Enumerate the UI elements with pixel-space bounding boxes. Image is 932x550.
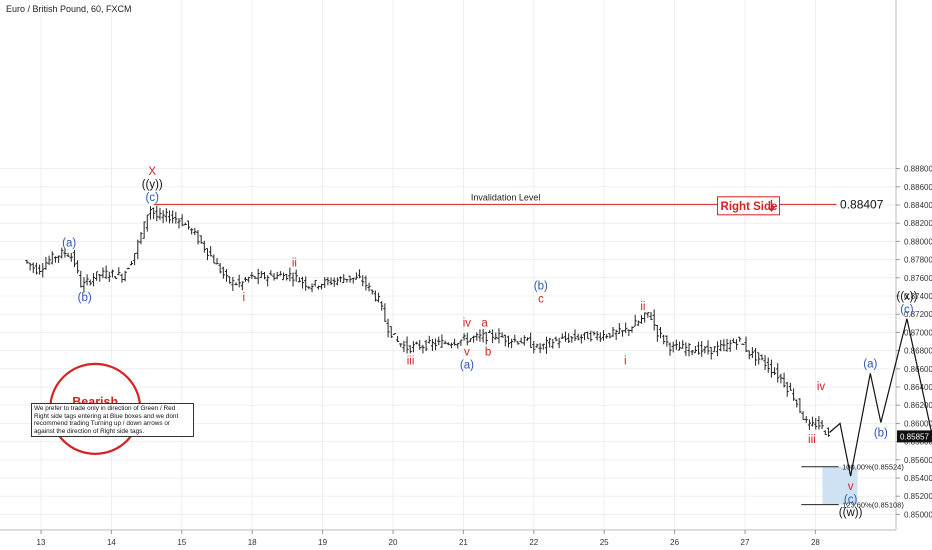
wave-label: (a) xyxy=(863,358,877,370)
wave-label: (a) xyxy=(460,360,474,372)
chart-title: Euro / British Pound, 60, FXCM xyxy=(6,4,132,14)
time-tick-label: 19 xyxy=(318,538,327,547)
ohlc-bars xyxy=(25,205,831,437)
price-tick-label: 0.88800 xyxy=(904,165,932,174)
invalidation-price-label: 0.88407 xyxy=(840,197,884,211)
wave-label: (c) xyxy=(146,192,160,204)
wave-label: ((x)) xyxy=(896,291,917,303)
price-tick-label: 0.87200 xyxy=(904,310,932,319)
wave-label: (c) xyxy=(900,304,914,316)
time-tick-label: 14 xyxy=(107,538,116,547)
wave-label: X xyxy=(148,166,156,178)
wave-label: ((w)) xyxy=(839,507,863,519)
price-tick-label: 0.88600 xyxy=(904,183,932,192)
trading-note-text: We prefer to trade only in direction of … xyxy=(34,405,179,435)
time-tick-label: 21 xyxy=(459,538,468,547)
wave-label: v xyxy=(848,481,854,493)
wave-label: ((y)) xyxy=(142,179,163,191)
wave-label: i xyxy=(624,356,627,368)
current-price-label: 0.85857 xyxy=(900,432,929,441)
wave-label: b xyxy=(485,347,491,359)
wave-label: i xyxy=(242,292,245,304)
invalidation-label: Invalidation Level xyxy=(471,192,541,202)
forecast-line xyxy=(829,318,932,477)
wave-label: iii xyxy=(808,434,816,446)
fib-level-label: 123.60%(0.85108) xyxy=(842,501,904,510)
time-tick-label: 27 xyxy=(741,538,750,547)
price-tick-label: 0.87600 xyxy=(904,274,932,283)
price-tick-label: 0.85400 xyxy=(904,474,932,483)
price-tick-label: 0.87000 xyxy=(904,328,932,337)
price-tick-label: 0.86200 xyxy=(904,401,932,410)
right-side-label: Right Side xyxy=(721,201,778,213)
wave-label: (b) xyxy=(78,292,92,304)
grid xyxy=(0,0,896,530)
price-tick-label: 0.85600 xyxy=(904,456,932,465)
wave-label: ii xyxy=(640,301,645,313)
price-tick-label: 0.86400 xyxy=(904,383,932,392)
wave-label: a xyxy=(481,317,488,329)
time-tick-label: 26 xyxy=(670,538,679,547)
price-tick-label: 0.88000 xyxy=(904,237,932,246)
wave-label: iv xyxy=(817,381,826,393)
price-tick-label: 0.88400 xyxy=(904,201,932,210)
price-tick-label: 0.86000 xyxy=(904,419,932,428)
down-arrow-icon xyxy=(767,199,776,212)
price-tick-label: 0.85000 xyxy=(904,510,932,519)
wave-label: v xyxy=(464,347,470,359)
wave-label: (b) xyxy=(874,427,888,439)
wave-label: (a) xyxy=(62,237,76,249)
time-tick-label: 15 xyxy=(177,538,186,547)
price-tick-label: 0.87400 xyxy=(904,292,932,301)
current-price-tag xyxy=(897,430,932,443)
fib-level-label: 100.00%(0.85524) xyxy=(842,463,904,472)
price-tick-label: 0.86800 xyxy=(904,347,932,356)
wave-label: iii xyxy=(407,356,415,368)
price-tick-label: 0.87800 xyxy=(904,256,932,265)
right-side-tag xyxy=(717,196,781,216)
forecast-path xyxy=(829,318,932,477)
price-tick-label: 0.88200 xyxy=(904,219,932,228)
price-tick-label: 0.85200 xyxy=(904,492,932,501)
time-tick-label: 20 xyxy=(389,538,398,547)
wave-label: c xyxy=(538,294,544,306)
time-tick-label: 22 xyxy=(529,538,538,547)
wave-label: ii xyxy=(292,257,297,269)
wave-label: (c) xyxy=(844,494,858,506)
wave-label: iv xyxy=(463,317,472,329)
time-axis-ticks: 131415181920212225262728Mar xyxy=(37,530,820,547)
time-tick-label: 28 xyxy=(811,538,820,547)
trading-note: We prefer to trade only in direction of … xyxy=(31,403,194,437)
wave-label: (b) xyxy=(534,281,548,293)
time-tick-label: 25 xyxy=(600,538,609,547)
time-tick-label: 18 xyxy=(248,538,257,547)
time-tick-label: 13 xyxy=(37,538,46,547)
price-axis-area xyxy=(896,0,932,550)
